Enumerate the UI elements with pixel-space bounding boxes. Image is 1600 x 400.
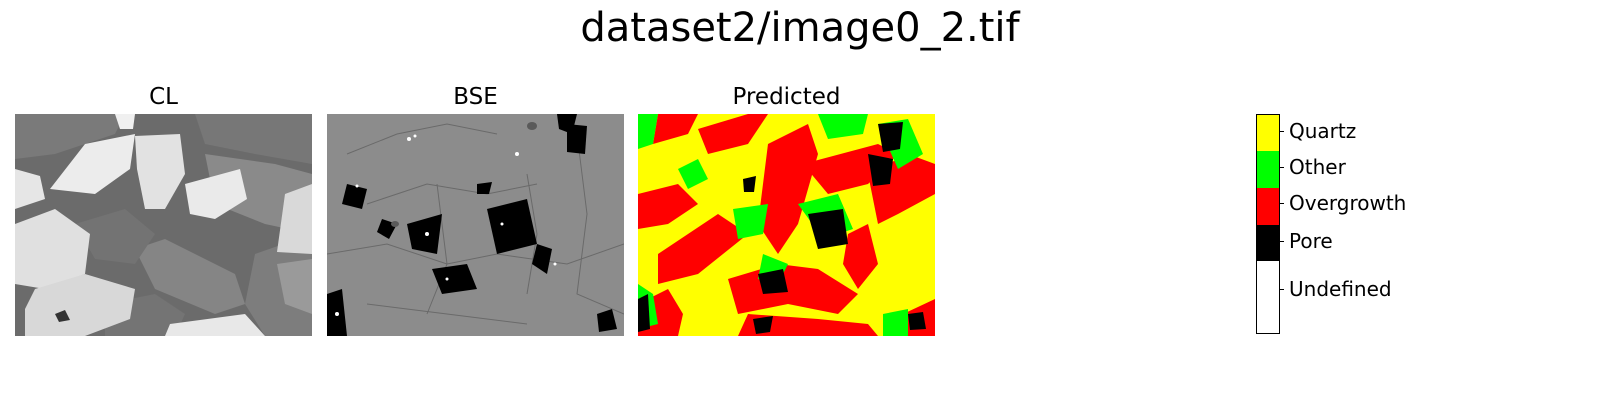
bse-image bbox=[327, 114, 624, 336]
class-colorbar bbox=[1256, 114, 1280, 334]
colorbar-tick-pore bbox=[1279, 241, 1284, 242]
colorbar-tick-quartz bbox=[1279, 131, 1284, 132]
legend-label-other: Other bbox=[1289, 155, 1346, 179]
colorbar-segment-undefined bbox=[1257, 261, 1279, 333]
predicted-panel-title: Predicted bbox=[732, 84, 841, 110]
legend-label-pore: Pore bbox=[1289, 229, 1333, 253]
predicted-image bbox=[638, 114, 935, 336]
colorbar-tick-other bbox=[1279, 167, 1284, 168]
cl-panel: CL bbox=[15, 84, 312, 336]
bse-panel-title: BSE bbox=[453, 84, 498, 110]
colorbar-segment-quartz bbox=[1257, 115, 1279, 151]
cl-image bbox=[15, 114, 312, 336]
legend-label-undefined: Undefined bbox=[1289, 277, 1392, 301]
legend-label-overgrowth: Overgrowth bbox=[1289, 191, 1407, 215]
bse-panel: BSE bbox=[327, 84, 624, 336]
legend-label-quartz: Quartz bbox=[1289, 119, 1357, 143]
colorbar-segment-pore bbox=[1257, 225, 1279, 261]
colorbar-segment-overgrowth bbox=[1257, 188, 1279, 225]
cl-panel-title: CL bbox=[149, 84, 178, 110]
figure-title: dataset2/image0_2.tif bbox=[580, 5, 1020, 51]
predicted-panel: Predicted bbox=[638, 84, 935, 336]
colorbar-tick-undefined bbox=[1279, 289, 1284, 290]
colorbar-tick-overgrowth bbox=[1279, 203, 1284, 204]
colorbar-segment-other bbox=[1257, 151, 1279, 188]
